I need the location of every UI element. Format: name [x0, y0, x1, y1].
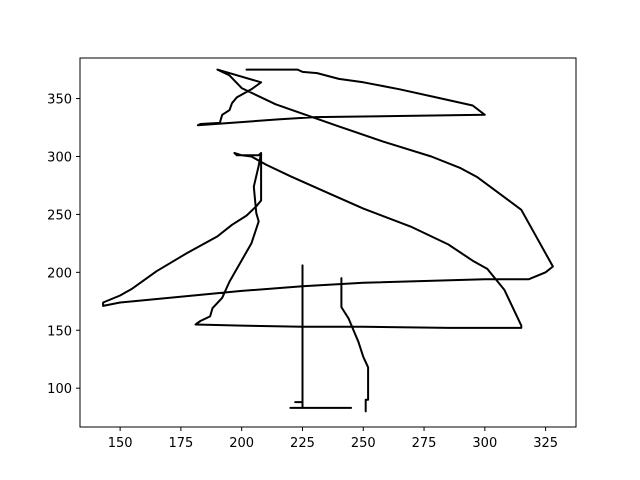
x-tick-label: 250 [351, 436, 376, 451]
x-tick-label: 200 [229, 436, 254, 451]
y-tick-label: 350 [47, 93, 72, 108]
x-tick-label: 275 [412, 436, 437, 451]
x-tick-label: 175 [168, 436, 193, 451]
y-axis: 100 150 200 250 300 350 [47, 93, 80, 397]
x-tick-label: 150 [108, 436, 133, 451]
x-tick-label: 300 [472, 436, 497, 451]
x-axis: 150 175 200 225 250 275 300 325 [108, 427, 558, 451]
axes-frame [79, 57, 577, 428]
y-tick-label: 250 [47, 208, 72, 223]
series-line-3 [340, 277, 370, 413]
y-tick-label: 100 [47, 382, 72, 397]
y-tick-label: 300 [47, 150, 72, 165]
x-tick-label: 325 [533, 436, 558, 451]
y-tick-label: 150 [47, 324, 72, 339]
y-tick-label: 200 [47, 266, 72, 281]
x-tick-label: 225 [290, 436, 315, 451]
plot-lines [102, 68, 554, 413]
series-line-2 [289, 264, 353, 409]
series-line-1 [102, 68, 554, 329]
